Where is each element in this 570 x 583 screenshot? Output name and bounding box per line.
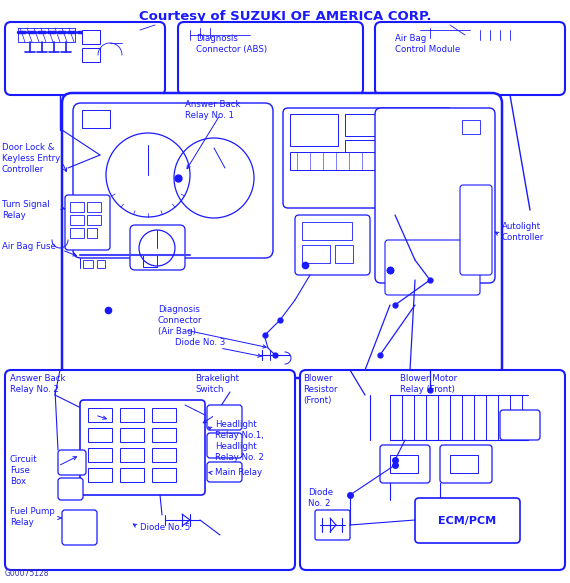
Bar [462, 120, 480, 134]
Bar [152, 468, 176, 482]
Bar [97, 260, 105, 268]
FancyBboxPatch shape [415, 498, 520, 543]
Bar [143, 255, 157, 267]
Bar [390, 455, 418, 473]
Bar [120, 408, 144, 422]
Bar [83, 260, 93, 268]
Bar [120, 448, 144, 462]
Text: Air Bag
Control Module: Air Bag Control Module [395, 34, 460, 54]
Text: Door Lock &
Keyless Entry
Controller: Door Lock & Keyless Entry Controller [2, 143, 60, 174]
Text: Diode No. 5: Diode No. 5 [140, 523, 190, 532]
FancyBboxPatch shape [295, 215, 370, 275]
Bar [290, 114, 338, 146]
Text: Answer Back
Relay No. 2: Answer Back Relay No. 2 [10, 374, 66, 394]
FancyBboxPatch shape [178, 22, 363, 95]
Bar [88, 448, 112, 462]
Text: Headlight
Relay No.1,
Headlight
Relay No. 2: Headlight Relay No.1, Headlight Relay No… [215, 420, 264, 462]
Text: G00075128: G00075128 [5, 569, 50, 578]
FancyBboxPatch shape [207, 462, 242, 482]
Bar [87, 228, 97, 238]
FancyBboxPatch shape [283, 108, 453, 208]
FancyBboxPatch shape [440, 445, 492, 483]
Bar [120, 428, 144, 442]
Bar [70, 215, 84, 225]
Bar [87, 215, 101, 225]
Bar [432, 155, 442, 167]
FancyBboxPatch shape [80, 400, 205, 495]
Bar [82, 30, 100, 44]
FancyBboxPatch shape [58, 450, 86, 475]
FancyBboxPatch shape [62, 93, 502, 378]
Text: Diagnosis
Connector (ABS): Diagnosis Connector (ABS) [196, 34, 267, 54]
Text: Courtesy of SUZUKI OF AMERICA CORP.: Courtesy of SUZUKI OF AMERICA CORP. [139, 10, 431, 23]
Bar [70, 228, 84, 238]
Bar [82, 48, 100, 62]
Text: Air Bag Fuse: Air Bag Fuse [2, 242, 56, 251]
Text: ECM/PCM: ECM/PCM [438, 516, 496, 526]
Text: Blower
Resistor
(Front): Blower Resistor (Front) [303, 374, 337, 405]
FancyBboxPatch shape [375, 22, 565, 95]
Text: Answer Back
Relay No. 1: Answer Back Relay No. 1 [185, 100, 241, 120]
Bar [120, 468, 144, 482]
Bar [335, 245, 353, 263]
Bar [152, 448, 176, 462]
FancyBboxPatch shape [73, 103, 273, 258]
Text: Diode No. 3: Diode No. 3 [175, 338, 225, 347]
FancyBboxPatch shape [207, 433, 242, 458]
FancyBboxPatch shape [375, 108, 495, 283]
Text: Autolight
Controller: Autolight Controller [502, 222, 544, 242]
Bar [345, 114, 405, 136]
FancyBboxPatch shape [5, 22, 165, 95]
Bar [87, 202, 101, 212]
Bar [302, 222, 352, 240]
Bar [88, 468, 112, 482]
Bar [290, 152, 445, 170]
Bar [302, 245, 330, 263]
Bar [70, 202, 84, 212]
Text: Fuel Pump
Relay: Fuel Pump Relay [10, 507, 55, 527]
Text: Diode
No. 2: Diode No. 2 [308, 488, 333, 508]
Text: Circuit
Fuse
Box: Circuit Fuse Box [10, 455, 38, 486]
Text: Turn Signal
Relay: Turn Signal Relay [2, 200, 50, 220]
FancyBboxPatch shape [500, 410, 540, 440]
Text: Main Relay: Main Relay [215, 468, 262, 477]
FancyBboxPatch shape [65, 195, 110, 250]
Bar [152, 428, 176, 442]
FancyBboxPatch shape [380, 445, 430, 483]
FancyBboxPatch shape [62, 510, 97, 545]
FancyBboxPatch shape [207, 405, 242, 430]
FancyBboxPatch shape [5, 370, 295, 570]
FancyBboxPatch shape [300, 370, 565, 570]
Bar [88, 408, 112, 422]
Bar [152, 408, 176, 422]
FancyBboxPatch shape [315, 510, 350, 540]
FancyBboxPatch shape [58, 478, 83, 500]
FancyBboxPatch shape [130, 225, 185, 270]
FancyBboxPatch shape [460, 185, 492, 275]
Bar [88, 428, 112, 442]
Text: Diagnosis
Connector
(Air Bag): Diagnosis Connector (Air Bag) [158, 305, 202, 336]
Bar [450, 455, 478, 473]
Text: Brakelight
Switch: Brakelight Switch [195, 374, 239, 394]
FancyBboxPatch shape [385, 240, 480, 295]
Bar [345, 140, 405, 154]
Bar [82, 110, 110, 128]
Text: Blower Motor
Relay (Front): Blower Motor Relay (Front) [400, 374, 457, 394]
